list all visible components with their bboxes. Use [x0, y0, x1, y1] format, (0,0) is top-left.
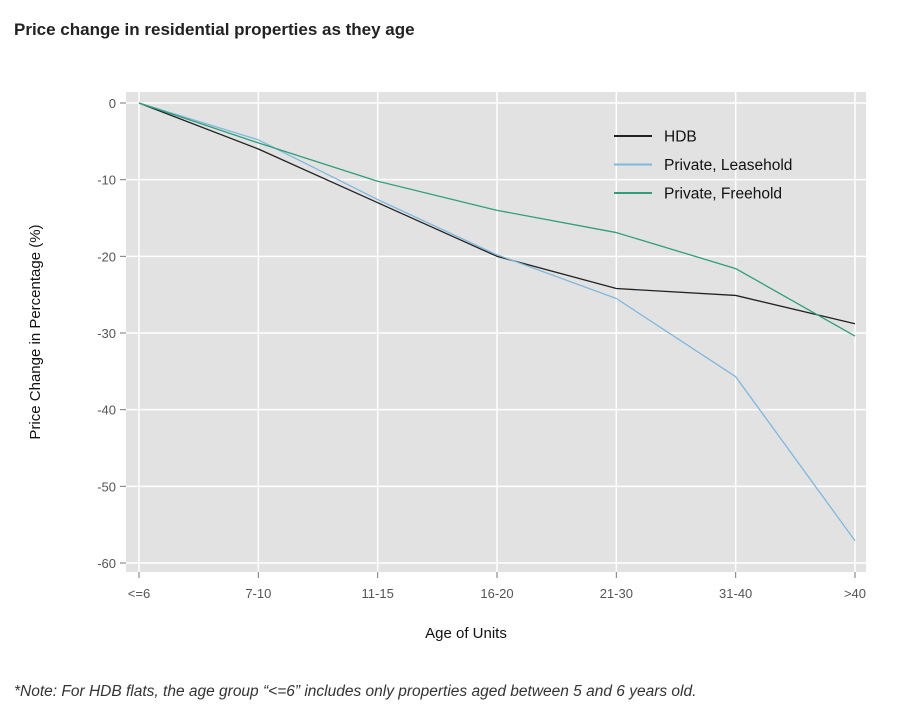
legend-label: Private, Freehold: [664, 186, 782, 203]
legend-label: HDB: [664, 129, 697, 146]
y-tick-label: 0: [109, 96, 116, 111]
x-tick-label: <=6: [128, 586, 150, 601]
series-line-private-freehold: [138, 102, 856, 337]
grid-layer: [126, 92, 866, 572]
x-tick-label: 16-20: [480, 586, 513, 601]
y-tick-label: -10: [97, 173, 116, 188]
chart-title: Price change in residential properties a…: [14, 20, 415, 39]
legend-label: Private, Leasehold: [664, 157, 792, 174]
y-tick-label: -50: [97, 479, 116, 494]
series-line-hdb: [138, 102, 856, 325]
footnote: *Note: For HDB flats, the age group “<=6…: [14, 683, 697, 700]
y-tick-label: -30: [97, 326, 116, 341]
series-layer: [138, 102, 856, 542]
y-axis-label: Price Change in Percentage (%): [27, 224, 44, 439]
series-line-private-leasehold: [138, 102, 856, 542]
x-tick-label: >40: [844, 586, 866, 601]
y-tick-label: -40: [97, 403, 116, 418]
line-chart: <=6 7-10 11-15 16-20 21-30 31-40 >40 0 -10 -20 -30…: [27, 92, 866, 642]
legend: HDB Private, Leasehold Private, Freehold: [614, 129, 792, 203]
x-tick-label: 7-10: [245, 586, 271, 601]
y-tick-label: -20: [97, 249, 116, 264]
axis-layer: <=6 7-10 11-15 16-20 21-30 31-40 >40 0 -10 -20 -30…: [97, 96, 866, 601]
y-tick-label: -60: [97, 556, 116, 571]
x-tick-label: 31-40: [719, 586, 752, 601]
x-tick-label: 21-30: [600, 586, 633, 601]
plot-background: [126, 92, 866, 572]
x-axis-label: Age of Units: [425, 625, 507, 642]
x-tick-label: 11-15: [362, 586, 394, 601]
